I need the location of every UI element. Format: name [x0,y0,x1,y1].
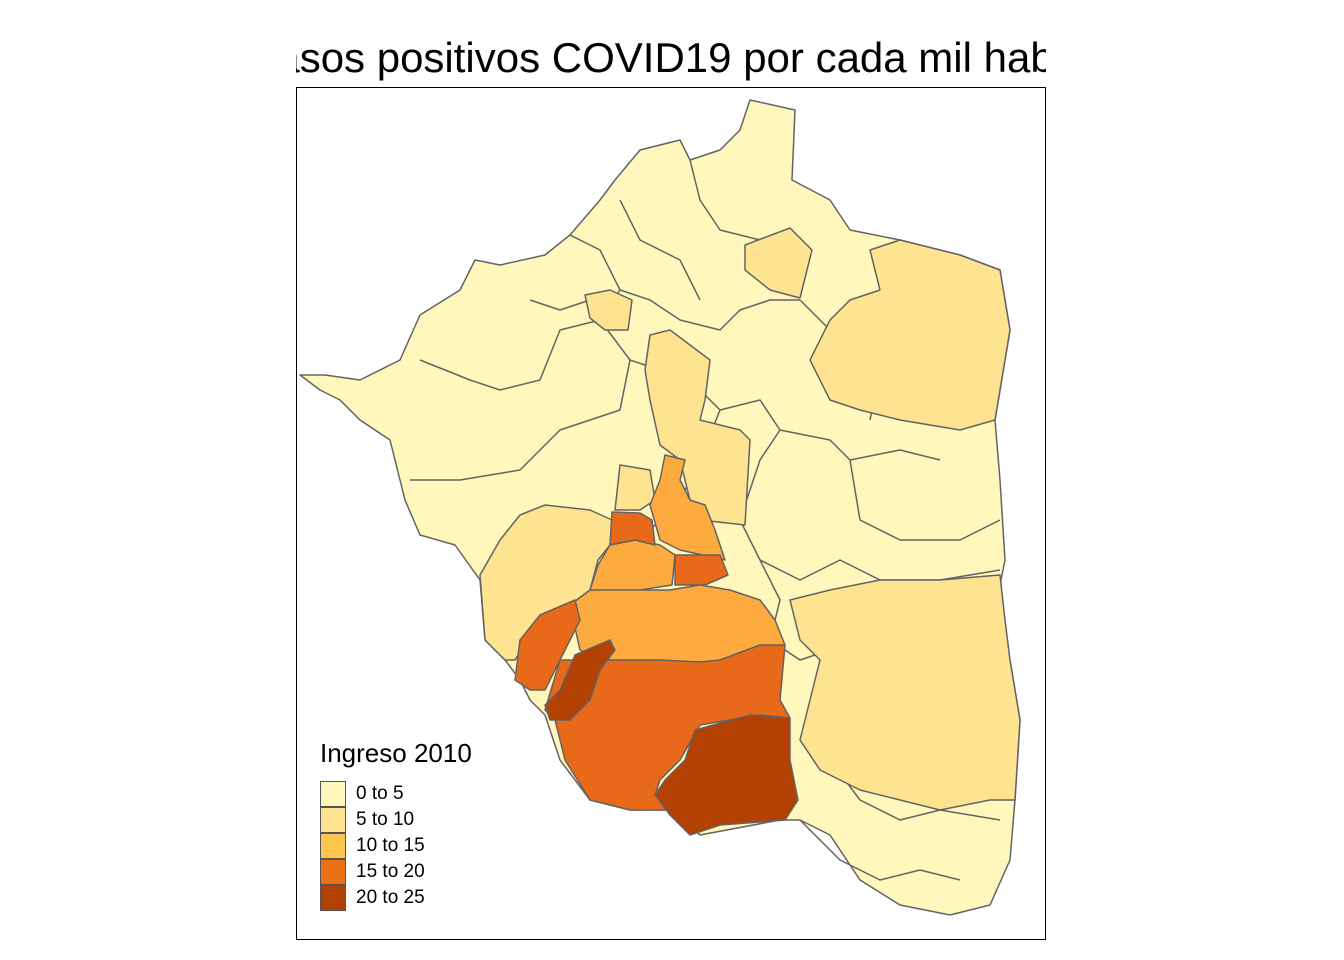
legend-swatch [320,859,346,885]
legend-label: 20 to 25 [356,887,425,908]
legend-swatch [320,885,346,911]
region-c2-n2 [584,289,633,331]
region-c2-n1 [744,227,813,299]
legend-swatch [320,781,346,807]
map-title: Casos positivos COVID19 por cada mil hab… [296,34,1046,81]
map-title-container: Casos positivos COVID19 por cada mil hab… [296,28,1046,88]
region-c5-a [544,639,616,721]
map-legend: Ingreso 2010 0 to 5 5 to 10 10 to 15 15 … [320,738,472,911]
legend-item: 5 to 10 [320,807,472,833]
legend-item: 10 to 15 [320,833,472,859]
legend-item: 20 to 25 [320,885,472,911]
legend-item: 15 to 20 [320,859,472,885]
region-c2-w [479,504,613,661]
legend-label: 5 to 10 [356,809,415,830]
legend-label: 15 to 20 [356,861,425,882]
region-c4-a [609,511,656,546]
legend-swatch [320,807,346,833]
legend-label: 10 to 15 [356,835,425,856]
region-c2-center [644,329,751,526]
region-c4-d [544,644,791,811]
legend-title: Ingreso 2010 [320,738,472,768]
legend-swatch [320,833,346,859]
region-c2-mid [614,464,656,511]
region-c5-b [654,714,799,836]
region-c3-a [649,454,726,561]
region-c2-ne [809,239,1011,431]
region-c2-e [789,574,1021,811]
legend-item: 0 to 5 [320,781,472,807]
region-c4-b [674,554,729,586]
region-c4-c [514,599,581,691]
legend-label: 0 to 5 [356,783,404,804]
